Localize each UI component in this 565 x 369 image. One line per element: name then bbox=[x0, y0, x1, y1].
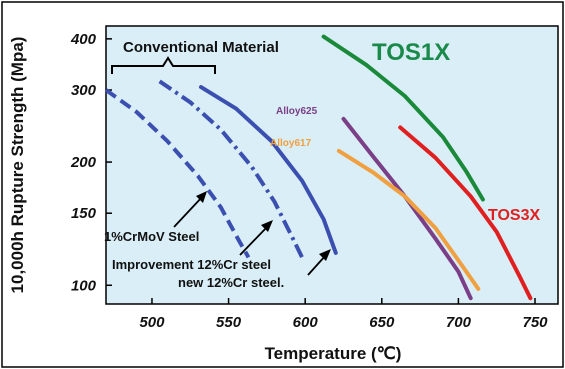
y-axis-title: 10,000h Rupture Strength (Mpa) bbox=[8, 37, 27, 294]
series-line-1-crmov-steel bbox=[104, 88, 251, 259]
series-lines bbox=[104, 34, 533, 301]
tos1x-label: TOS1X bbox=[372, 39, 450, 66]
series-line-alloy625 bbox=[341, 116, 473, 301]
series-line-new-12-cr-steel bbox=[199, 85, 338, 255]
x-tick-label: 550 bbox=[216, 314, 242, 331]
new-12cr-arrow bbox=[307, 254, 327, 276]
x-tick-label: 500 bbox=[139, 314, 165, 331]
series-line-tos3x bbox=[398, 125, 533, 301]
new-12cr-arrow-head bbox=[319, 249, 331, 261]
improvement-arrow-head bbox=[261, 220, 273, 232]
x-tick-label: 650 bbox=[369, 314, 395, 331]
y-axis-ticks: 400 300 200 150 100 bbox=[70, 31, 112, 294]
y-tick-label: 150 bbox=[71, 205, 97, 222]
new-12cr-label: new 12%Cr steel. bbox=[178, 275, 284, 290]
conventional-material-bracket bbox=[111, 56, 216, 74]
tos3x-label: TOS3X bbox=[488, 207, 541, 224]
y-tick-label: 100 bbox=[71, 277, 97, 294]
crmov-arrow-head bbox=[196, 191, 207, 203]
x-tick-label: 700 bbox=[446, 314, 472, 331]
series-line-alloy617 bbox=[336, 148, 481, 291]
alloy617-label: Alloy617 bbox=[270, 138, 312, 149]
alloy625-label: Alloy625 bbox=[276, 106, 318, 117]
x-tick-label: 600 bbox=[293, 314, 319, 331]
x-axis-title: Temperature (℃) bbox=[265, 344, 402, 363]
y-tick-label: 200 bbox=[70, 154, 97, 171]
improvement-12cr-label: Improvement 12%Cr steel bbox=[112, 257, 271, 272]
x-axis-ticks: 500 550 600 650 700 750 bbox=[139, 298, 548, 331]
x-tick-label: 750 bbox=[523, 314, 549, 331]
crmov-steel-label: 1%CrMoV Steel bbox=[104, 229, 199, 244]
y-tick-label: 400 bbox=[70, 31, 97, 48]
improvement-arrow bbox=[239, 225, 269, 256]
conventional-material-label: Conventional Material bbox=[123, 39, 279, 56]
series-line-tos1x bbox=[321, 34, 485, 202]
series-line-improvement-12-cr-steel bbox=[158, 79, 304, 259]
crmov-arrow bbox=[173, 195, 204, 228]
plot-area bbox=[105, 25, 559, 305]
y-tick-label: 300 bbox=[71, 82, 97, 99]
